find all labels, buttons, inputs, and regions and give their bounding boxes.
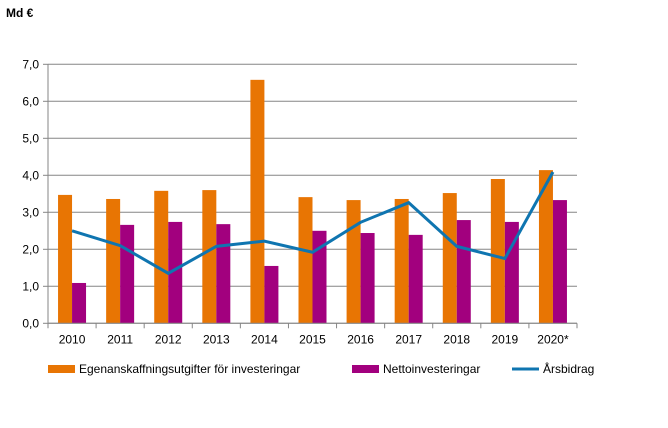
- x-tick-label: 2018: [443, 332, 470, 346]
- bar-netto: [264, 266, 278, 323]
- bar-egenanskaffning: [443, 193, 457, 323]
- bar-egenanskaffning: [106, 199, 120, 323]
- y-tick-label: 7,0: [22, 57, 39, 71]
- y-tick-label: 6,0: [22, 94, 39, 108]
- x-tick-label: 2013: [203, 332, 230, 346]
- bar-egenanskaffning: [347, 200, 361, 323]
- y-tick-label: 2,0: [22, 242, 39, 256]
- bar-egenanskaffning: [250, 80, 264, 323]
- bar-egenanskaffning: [202, 190, 216, 323]
- bar-egenanskaffning: [491, 179, 505, 323]
- x-tick-label: 2011: [107, 332, 133, 346]
- legend-label: Egenanskaffningsutgifter för investering…: [79, 362, 300, 376]
- x-tick-label: 2017: [395, 332, 422, 346]
- x-tick-label: 2010: [59, 332, 86, 346]
- bar-netto: [216, 224, 230, 323]
- unit-label: Md €: [6, 6, 34, 20]
- x-tick-label: 2020*: [537, 332, 569, 346]
- bar-egenanskaffning: [154, 191, 168, 323]
- bar-egenanskaffning: [299, 197, 313, 323]
- legend-swatch: [352, 365, 379, 373]
- bar-egenanskaffning: [58, 195, 72, 323]
- y-tick-label: 0,0: [22, 316, 39, 330]
- bar-netto: [553, 200, 567, 323]
- x-tick-label: 2014: [251, 332, 278, 346]
- legend-label: Årsbidrag: [543, 361, 594, 376]
- legend-swatch: [48, 365, 75, 373]
- y-tick-label: 5,0: [22, 131, 39, 145]
- x-tick-label: 2015: [299, 332, 326, 346]
- y-tick-label: 3,0: [22, 205, 39, 219]
- bar-netto: [120, 225, 134, 323]
- bar-netto: [72, 283, 86, 323]
- bar-egenanskaffning: [395, 199, 409, 323]
- y-tick-label: 4,0: [22, 168, 39, 182]
- y-tick-label: 1,0: [22, 279, 39, 293]
- legend-label: Nettoinvesteringar: [383, 362, 480, 376]
- bar-netto: [361, 233, 375, 323]
- x-tick-label: 2012: [155, 332, 182, 346]
- x-tick-label: 2016: [347, 332, 374, 346]
- x-tick-label: 2019: [492, 332, 519, 346]
- bar-netto: [409, 235, 423, 323]
- bar-netto: [457, 220, 471, 323]
